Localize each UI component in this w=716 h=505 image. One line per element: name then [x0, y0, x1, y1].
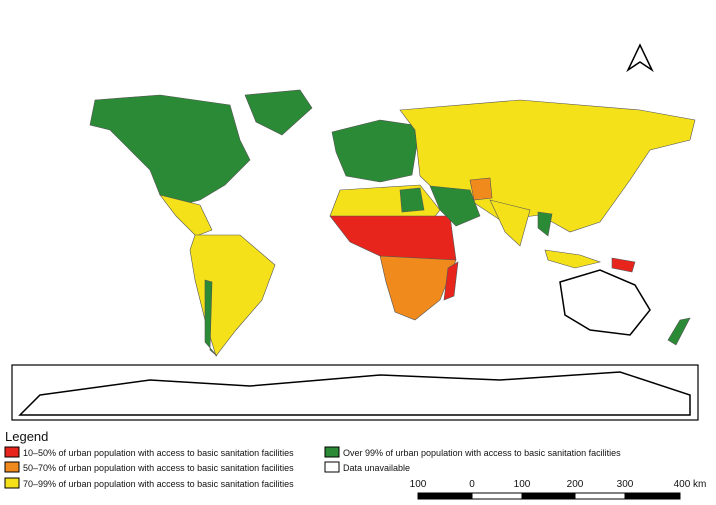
scale-segment	[574, 492, 626, 500]
madagascar	[443, 261, 459, 301]
south-america	[189, 234, 276, 357]
scale-bar: 100 0 100 200 300 400 km	[410, 479, 707, 500]
chile	[204, 279, 218, 357]
india	[489, 199, 531, 247]
egypt	[399, 187, 425, 213]
legend-label: 50–70% of urban population with access t…	[23, 463, 294, 473]
legend-swatch	[324, 446, 340, 458]
map-frame	[11, 364, 699, 421]
legend-label: Over 99% of urban population with access…	[343, 448, 621, 458]
southeast-asia	[537, 211, 553, 237]
australia	[559, 269, 651, 336]
legend-swatch	[4, 477, 20, 489]
southern-africa	[379, 255, 457, 321]
legend-swatch	[4, 461, 20, 473]
scale-label: 100	[514, 479, 531, 490]
scale-label: 100	[410, 479, 427, 490]
papua-new-guinea	[611, 257, 636, 273]
antarctica	[18, 371, 691, 416]
legend-label: Data unavailable	[343, 463, 410, 473]
greenland	[244, 89, 313, 136]
legend: 10–50% of urban population with access t…	[4, 446, 621, 489]
north-america	[89, 94, 251, 206]
north-arrow	[626, 43, 654, 73]
europe	[331, 119, 421, 183]
scale-label: 0	[469, 479, 475, 490]
legend-title: Legend	[5, 429, 48, 444]
legend-swatch	[324, 461, 340, 473]
scale-label: 300	[617, 479, 634, 490]
scale-segment	[521, 492, 576, 500]
arabia	[429, 185, 481, 227]
scale-label: 400 km	[674, 479, 707, 490]
central-america	[159, 194, 213, 237]
legend-label: 70–99% of urban population with access t…	[23, 479, 294, 489]
central-asia	[469, 177, 493, 201]
world-map	[11, 89, 699, 421]
scale-segment	[471, 492, 523, 500]
new-zealand	[667, 317, 691, 346]
legend-label: 10–50% of urban population with access t…	[23, 448, 294, 458]
scale-segment	[417, 492, 473, 500]
indonesia	[544, 249, 602, 269]
scale-label: 200	[567, 479, 584, 490]
legend-swatch	[4, 446, 20, 458]
scale-segment	[624, 492, 681, 500]
